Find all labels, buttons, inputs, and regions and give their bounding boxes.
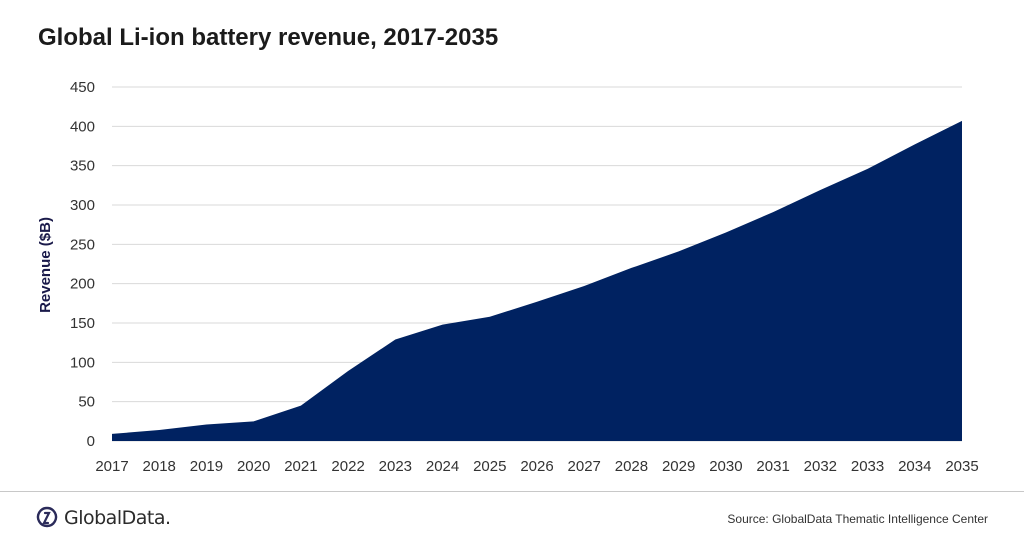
y-tick-label: 250 [70,236,95,253]
y-tick-label: 400 [70,118,95,135]
globaldata-logo: GlobalData. [36,506,171,530]
x-tick-label: 2032 [804,458,837,475]
y-tick-label: 200 [70,276,95,293]
y-axis-label: Revenue ($B) [37,217,54,313]
chart-title: Global Li-ion battery revenue, 2017-2035 [38,24,499,51]
logo-text: GlobalData. [64,507,171,529]
y-tick-label: 50 [78,394,95,411]
area-chart: 0 50 100 150 200 250 300 350 400 450 2017 2018 2019… [37,79,979,475]
x-tick-label: 2035 [945,458,978,475]
revenue-area [112,120,962,442]
x-tick-label: 2029 [662,458,695,475]
x-axis-ticks: 2017 2018 2019 2020 2021 2022 2023 2024 2025 2026… [95,458,978,475]
area-series [112,120,962,442]
y-tick-label: 100 [70,354,95,371]
y-tick-label: 150 [70,315,95,332]
x-tick-label: 2021 [284,458,317,475]
x-tick-label: 2019 [190,458,223,475]
x-tick-label: 2023 [379,458,412,475]
x-tick-label: 2018 [143,458,176,475]
x-tick-label: 2030 [709,458,742,475]
footer-divider [0,491,1024,492]
x-tick-label: 2034 [898,458,931,475]
y-axis-ticks: 0 50 100 150 200 250 300 350 400 450 [70,79,95,450]
x-tick-label: 2027 [568,458,601,475]
x-tick-label: 2026 [520,458,553,475]
source-note: Source: GlobalData Thematic Intelligence… [727,512,988,526]
x-tick-label: 2033 [851,458,884,475]
x-tick-label: 2024 [426,458,459,475]
x-tick-label: 2017 [95,458,128,475]
x-tick-label: 2020 [237,458,270,475]
x-tick-label: 2031 [756,458,789,475]
y-tick-label: 0 [87,433,95,450]
x-tick-label: 2025 [473,458,506,475]
globaldata-logo-icon [36,506,58,528]
x-tick-label: 2028 [615,458,648,475]
y-tick-label: 300 [70,197,95,214]
y-tick-label: 350 [70,158,95,175]
x-tick-label: 2022 [331,458,364,475]
y-tick-label: 450 [70,79,95,96]
